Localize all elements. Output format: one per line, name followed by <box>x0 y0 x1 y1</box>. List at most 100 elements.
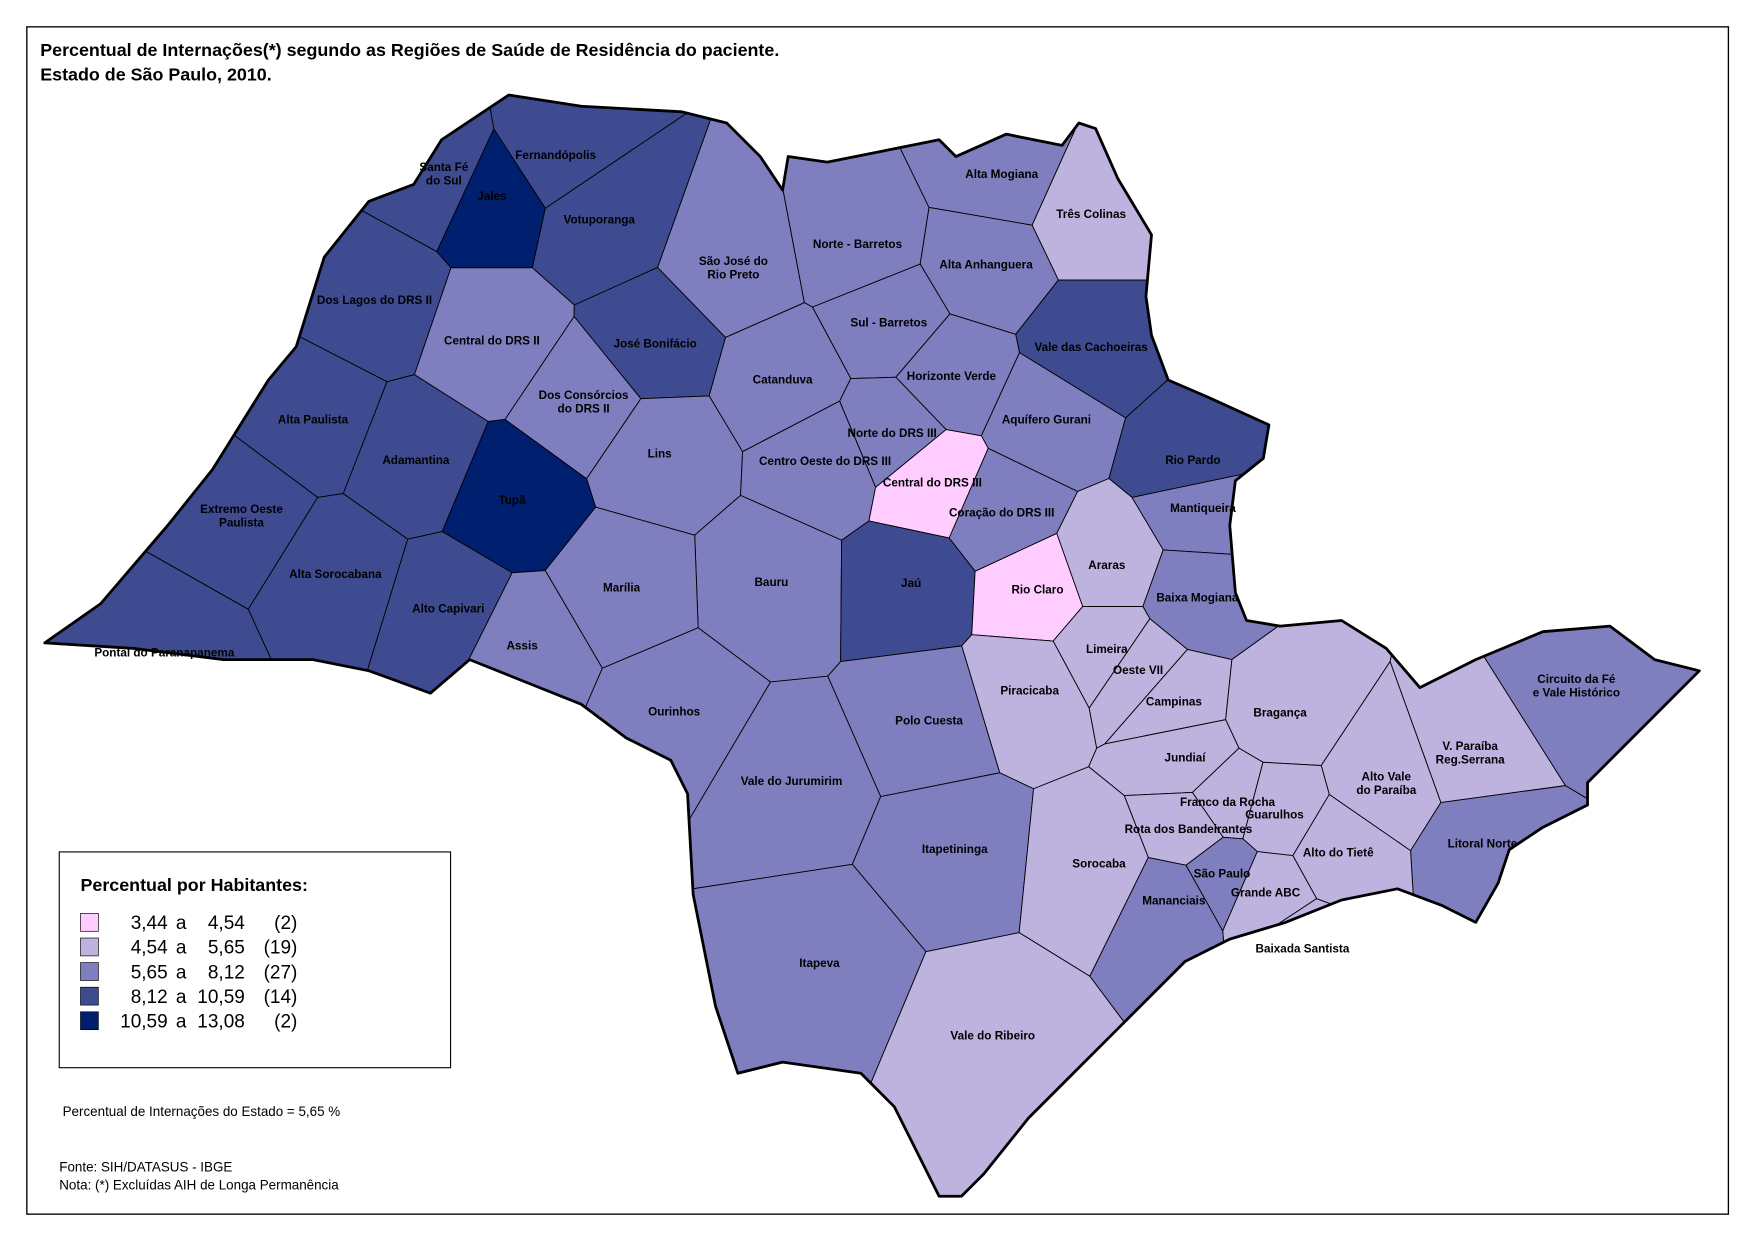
region-label: e Vale Histórico <box>1533 687 1620 700</box>
title-line: Estado de São Paulo, 2010. <box>40 65 271 85</box>
legend-from: 8,12 <box>131 987 168 1008</box>
legend-swatch <box>80 913 99 932</box>
region-label: José Bonifácio <box>613 338 696 351</box>
legend-separator: a <box>176 913 187 934</box>
legend-from: 5,65 <box>131 962 168 983</box>
region-label: Jales <box>477 190 507 203</box>
legend-swatch <box>80 962 99 981</box>
region-label: Guarulhos <box>1245 808 1304 821</box>
source: Fonte: SIH/DATASUS - IBGE <box>59 1160 232 1175</box>
legend-to: 13,08 <box>197 1011 245 1032</box>
legend-to: 5,65 <box>208 938 245 959</box>
title-line: Percentual de Internações(*) segundo as … <box>40 40 779 60</box>
region-label: Jaú <box>901 577 921 590</box>
region-label: Reg.Serrana <box>1436 754 1506 767</box>
region-label: Alta Anhanguera <box>939 258 1033 271</box>
region-label: Baixada Santista <box>1256 943 1350 956</box>
region-label: Alta Paulista <box>278 414 349 427</box>
region-label: Três Colinas <box>1056 208 1126 221</box>
region-label: Oeste VII <box>1113 664 1163 677</box>
region-label: Vale do Jurumirim <box>741 775 843 788</box>
region-label: Paulista <box>219 517 264 530</box>
region-label: Baixa Mogiana <box>1156 591 1239 604</box>
region-label: Circuito da Fé <box>1537 673 1616 686</box>
region-label: Mananciais <box>1142 894 1206 907</box>
region-label: São José do <box>699 255 768 268</box>
region-label: Norte - Barretos <box>813 238 903 251</box>
region-label: Adamantina <box>382 454 450 467</box>
region-label: Rota dos Bandeirantes <box>1125 823 1253 836</box>
region-label: Bragança <box>1253 707 1307 720</box>
region-label: Marília <box>603 581 641 594</box>
region-label: V. Paraíba <box>1442 740 1498 753</box>
region-label: Central do DRS II <box>444 334 540 347</box>
region-label: Alto do Tietê <box>1303 846 1374 859</box>
legend-separator: a <box>176 962 187 983</box>
region-label: Grande ABC <box>1231 887 1301 900</box>
legend-swatch <box>80 937 99 957</box>
legend-count: (19) <box>264 938 298 959</box>
region-label: Horizonte Verde <box>907 370 997 383</box>
region-label: do Paraíba <box>1356 784 1416 797</box>
region-label: Jundiaí <box>1165 751 1207 764</box>
region-label: Limeira <box>1086 643 1128 656</box>
region-label: Lins <box>648 447 673 460</box>
region-label: Dos Lagos do DRS II <box>317 294 432 307</box>
region-label: Litoral Norte <box>1448 837 1518 850</box>
legend-separator: a <box>176 938 187 959</box>
region-label: Mantiqueira <box>1170 502 1236 515</box>
legend-from: 4,54 <box>131 938 168 959</box>
region-label: Norte do DRS III <box>848 427 937 440</box>
region-label: Vale do Ribeiro <box>950 1030 1035 1043</box>
legend: 3,44 a 4,54 (2) 4,54 a 5,65 (19) 5,65 a 8,12 (27) 8,… <box>80 913 297 1032</box>
region-label: Rio Pardo <box>1165 454 1220 467</box>
region-label: Campinas <box>1146 695 1202 708</box>
region-label: Pontal do Paranapanema <box>94 646 234 659</box>
region-label: Alto Capivari <box>412 603 484 616</box>
legend-swatch <box>80 1011 99 1031</box>
region-label: Rio Claro <box>1011 584 1063 597</box>
region-label: Extremo Oeste <box>200 503 283 516</box>
region-label: Vale das Cachoeiras <box>1034 341 1148 354</box>
legend-count: (2) <box>274 913 297 934</box>
region-label: Dos Consórcios <box>539 389 629 402</box>
region-label: Assis <box>506 640 538 653</box>
region-label: Tupã <box>498 494 526 507</box>
region-label: Votuporanga <box>564 214 636 227</box>
state-outline <box>43 93 1701 1198</box>
legend-to: 8,12 <box>208 962 245 983</box>
region-label: Fernandópolis <box>515 149 596 162</box>
legend-count: (27) <box>264 962 298 983</box>
region-label: Centro Oeste do DRS III <box>759 455 891 468</box>
region-label: Central do DRS III <box>883 476 982 489</box>
legend-title: Percentual por Habitantes: <box>80 875 307 895</box>
region-label: Araras <box>1088 559 1126 572</box>
region-label: do DRS II <box>558 403 610 416</box>
legend-from: 10,59 <box>120 1011 168 1032</box>
region-label: Alta Sorocabana <box>289 568 382 581</box>
region-label: Coração do DRS III <box>949 507 1055 520</box>
region-label: Itapeva <box>799 957 840 970</box>
region-label: Catanduva <box>753 373 813 386</box>
region-label: Sul - Barretos <box>850 316 927 329</box>
region-label: Itapetininga <box>922 843 988 856</box>
region-label: Sorocaba <box>1072 858 1126 871</box>
region-label: Bauru <box>754 576 788 589</box>
region-label: Piracicaba <box>1000 684 1059 697</box>
note: Nota: (*) Excluídas AIH de Longa Permanê… <box>59 1178 339 1193</box>
state-rate: Percentual de Internações do Estado = 5,… <box>63 1104 341 1119</box>
legend-separator: a <box>176 987 187 1008</box>
legend-count: (14) <box>264 987 298 1008</box>
region-label: Alta Mogiana <box>965 168 1038 181</box>
legend-swatch <box>80 986 99 1006</box>
region-label: São Paulo <box>1194 868 1251 881</box>
region-label: Rio Preto <box>707 268 759 281</box>
legend-separator: a <box>176 1011 187 1032</box>
region-label: Alto Vale <box>1362 770 1412 783</box>
region-label: Aquífero Gurani <box>1002 414 1091 427</box>
legend-box <box>58 851 452 1069</box>
legend-to: 10,59 <box>197 987 245 1008</box>
legend-from: 3,44 <box>131 913 168 934</box>
